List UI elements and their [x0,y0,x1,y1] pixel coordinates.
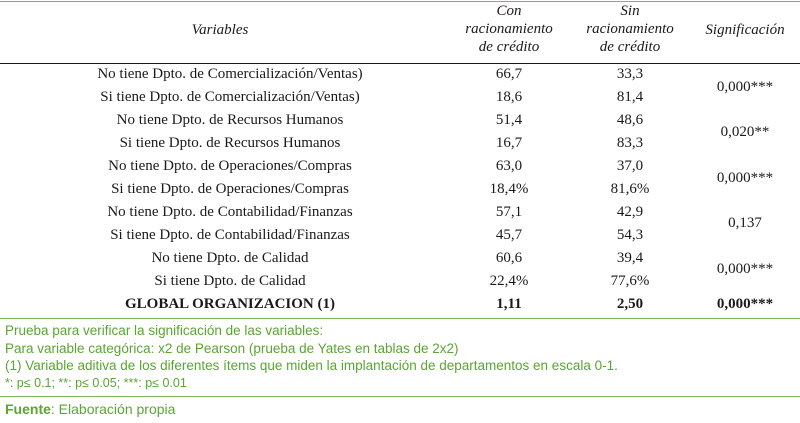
row-con-value: 18,4% [489,181,529,197]
note-line: *: p≤ 0.1; **: p≤ 0.05; ***: p≤ 0.01 [5,375,187,390]
row-sin-value: 83,3 [616,135,644,151]
row-con-value: 16,7 [495,135,523,151]
row-con-value: 51,4 [495,112,523,128]
table-row: No tiene Dpto. de Calidad 60,6 39,4 [0,247,800,269]
source-line: Fuente: Elaboración propia [5,400,175,418]
note-line: Prueba para verificar la significación d… [5,323,324,338]
source-rule [0,396,800,397]
table-row: Si tiene Dpto. de Operaciones/Compras 18… [0,178,800,200]
significance-value: 0,137 [728,215,762,231]
row-sin-value: 81,6% [610,181,650,197]
source-text: : Elaboración propia [50,401,176,417]
header-significacion: Significación [705,22,785,38]
header-con-line2: racionamiento [465,21,553,37]
significance-value: 0,020** [720,124,770,140]
table-row: Si tiene Dpto. de Recursos Humanos 16,7 … [0,132,800,154]
row-sin-value: 39,4 [616,250,644,266]
header-rule [0,63,800,64]
row-sin-value: 33,3 [616,66,644,82]
table-row: No tiene Dpto. de Comercialización/Venta… [0,63,800,85]
row-sin-value: 2,50 [616,296,644,312]
row-con-value: 60,6 [495,250,523,266]
row-label: GLOBAL ORGANIZACION (1) [124,296,336,312]
table-row: Si tiene Dpto. de Comercialización/Venta… [0,86,800,108]
header-sin-line2: racionamiento [586,21,674,37]
row-label: Si tiene Dpto. de Comercialización/Venta… [100,89,360,105]
row-con-value: 66,7 [495,66,523,82]
table-row-global: GLOBAL ORGANIZACION (1) 1,11 2,50 [0,293,800,315]
source-label: Fuente [5,401,51,417]
row-label: Si tiene Dpto. de Calidad [154,273,306,289]
note-line: Para variable categórica: x2 de Pearson … [5,340,459,356]
row-label: Si tiene Dpto. de Recursos Humanos [119,135,341,151]
note-line: (1) Variable aditiva de los diferentes í… [5,358,618,373]
row-label: No tiene Dpto. de Operaciones/Compras [108,158,352,174]
significance-value: 0,000*** [716,79,774,95]
row-label: Si tiene Dpto. de Operaciones/Compras [111,181,349,197]
row-sin-value: 77,6% [610,273,650,289]
header-sin-line3: de crédito [599,39,661,55]
footer-rule [0,318,800,319]
row-sin-value: 37,0 [616,158,644,174]
top-rule [0,1,800,2]
header-con-line3: de crédito [478,39,540,55]
row-sin-value: 48,6 [616,112,644,128]
header-sin-racionamiento: Sin racionamiento de crédito [565,2,695,56]
table-row: No tiene Dpto. de Operaciones/Compras 63… [0,155,800,177]
header-con-line1: Con [496,3,522,19]
row-label: Si tiene Dpto. de Contabilidad/Finanzas [110,227,350,243]
row-sin-value: 42,9 [616,204,644,220]
table-row: No tiene Dpto. de Contabilidad/Finanzas … [0,201,800,223]
header-sin-line1: Sin [620,3,640,19]
header-variables: Variables [191,22,249,38]
significance-value: 0,000*** [716,170,774,186]
row-con-value: 18,6 [495,89,523,105]
row-con-value: 45,7 [495,227,523,243]
row-con-value: 57,1 [495,204,523,220]
header-con-racionamiento: Con racionamiento de crédito [444,2,574,56]
row-sin-value: 81,4 [616,89,644,105]
row-con-value: 63,0 [495,158,523,174]
significance-value-global: 0,000*** [716,296,774,312]
row-label: No tiene Dpto. de Comercialización/Venta… [97,66,363,82]
table-row: Si tiene Dpto. de Calidad 22,4% 77,6% [0,270,800,292]
table-row: No tiene Dpto. de Recursos Humanos 51,4 … [0,109,800,131]
significance-value: 0,000*** [716,261,774,277]
row-label: No tiene Dpto. de Contabilidad/Finanzas [107,204,353,220]
row-con-value: 1,11 [496,296,522,312]
table-row: Si tiene Dpto. de Contabilidad/Finanzas … [0,224,800,246]
row-label: No tiene Dpto. de Recursos Humanos [116,112,344,128]
row-con-value: 22,4% [489,273,529,289]
table-notes: Prueba para verificar la significación d… [5,322,795,392]
row-label: No tiene Dpto. de Calidad [151,250,309,266]
row-sin-value: 54,3 [616,227,644,243]
